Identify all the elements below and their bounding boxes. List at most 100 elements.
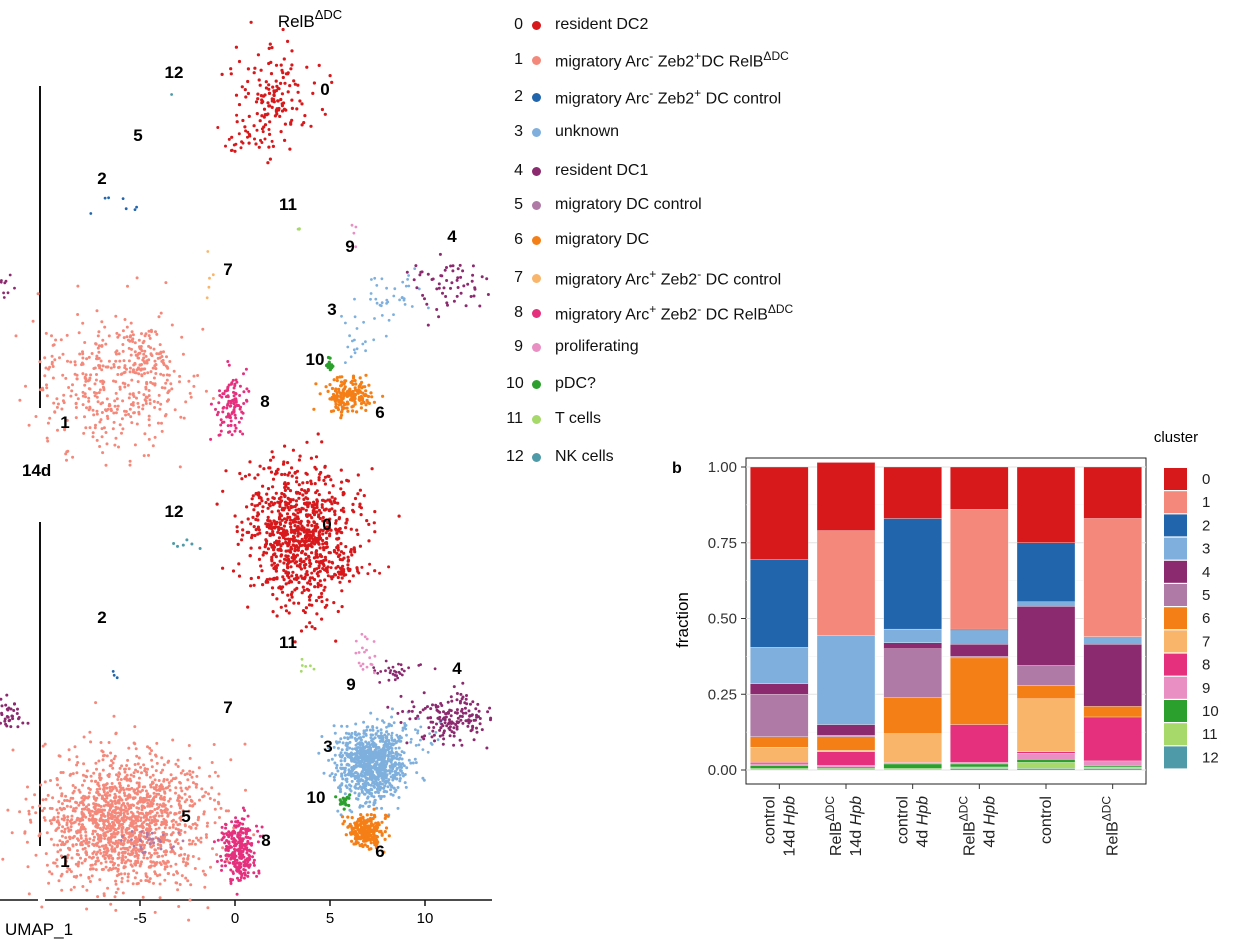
umap-point [137, 367, 141, 371]
umap-point [336, 548, 340, 552]
umap-point [176, 888, 180, 892]
umap-point [185, 798, 189, 802]
umap-point [358, 502, 362, 506]
umap-point [122, 839, 126, 843]
umap-point [54, 338, 58, 342]
umap-point [237, 420, 241, 424]
umap-point [279, 130, 283, 134]
umap-point [419, 738, 422, 742]
umap-point [348, 334, 351, 338]
umap-point [395, 733, 399, 737]
umap-point [108, 402, 111, 406]
umap-point [340, 576, 344, 580]
cluster-4-points [405, 252, 490, 327]
umap-point [95, 412, 99, 416]
umap-point [313, 482, 317, 486]
umap-point [289, 565, 293, 569]
umap-point [283, 506, 287, 510]
umap-point [471, 700, 475, 704]
umap-point [267, 526, 271, 530]
umap-point [137, 405, 141, 409]
umap-point [177, 828, 180, 832]
umap-point [62, 814, 66, 818]
umap-point [106, 407, 110, 411]
umap-point [439, 726, 443, 730]
umap-point [136, 861, 140, 864]
umap-point [149, 855, 153, 859]
umap-point [315, 505, 319, 510]
umap-point [402, 751, 406, 755]
umap-point [101, 795, 104, 799]
umap-point [45, 386, 49, 390]
umap-point [74, 393, 78, 397]
umap-point [132, 847, 136, 851]
umap-point [56, 783, 59, 787]
umap-point [370, 755, 374, 759]
umap-point [103, 837, 107, 840]
umap-point [127, 827, 131, 830]
umap-point [354, 743, 358, 747]
umap-point [145, 798, 149, 802]
umap-point [343, 759, 347, 763]
umap-point [156, 843, 160, 846]
umap-point [317, 560, 321, 564]
umap-point [125, 773, 129, 777]
umap-point [253, 504, 257, 508]
umap-point [379, 774, 383, 778]
umap-point [235, 120, 239, 124]
umap-point [93, 394, 97, 398]
umap-point [233, 429, 237, 433]
umap-point [361, 804, 365, 808]
cluster-0-points [215, 432, 401, 644]
umap-point [413, 267, 417, 270]
umap-point [381, 765, 385, 769]
umap-point [464, 711, 468, 715]
umap-point [352, 842, 356, 846]
umap-point [101, 364, 105, 368]
umap-point [369, 830, 373, 834]
umap-point [169, 850, 173, 854]
umap-point [386, 754, 390, 757]
umap-point [136, 840, 139, 844]
umap-point [160, 429, 164, 433]
umap-point [177, 831, 181, 834]
umap-point [446, 303, 449, 307]
umap-point [142, 763, 146, 767]
cluster-4-points [372, 659, 437, 684]
umap-point [83, 846, 87, 850]
umap-point [31, 805, 35, 809]
umap-point [173, 852, 177, 855]
umap-point [262, 107, 267, 111]
umap-point [308, 621, 312, 625]
umap-point [191, 839, 195, 843]
umap-point [99, 359, 103, 363]
umap-point [239, 416, 243, 420]
umap-point [99, 418, 103, 422]
umap-point [187, 379, 191, 383]
umap-point [339, 737, 343, 741]
umap-point [349, 735, 353, 738]
umap-point [429, 707, 433, 711]
umap-point [368, 728, 372, 732]
umap-point [334, 394, 338, 398]
umap-point [40, 905, 44, 909]
umap-point [433, 739, 436, 743]
umap-point [362, 320, 365, 324]
umap-point [69, 825, 73, 829]
umap-point [115, 352, 118, 356]
umap-point [380, 833, 384, 837]
umap-point [97, 391, 101, 395]
umap-point [114, 882, 118, 886]
umap-point [131, 401, 135, 405]
umap-point [97, 792, 101, 796]
umap-point [270, 555, 274, 559]
umap-point [227, 430, 230, 434]
umap-point [136, 856, 140, 860]
umap-point [81, 773, 85, 777]
umap-point [282, 524, 286, 528]
umap-point [179, 415, 183, 419]
umap-point [69, 888, 73, 892]
umap-point [385, 790, 389, 794]
umap-point [415, 286, 419, 290]
umap-point [111, 820, 114, 824]
